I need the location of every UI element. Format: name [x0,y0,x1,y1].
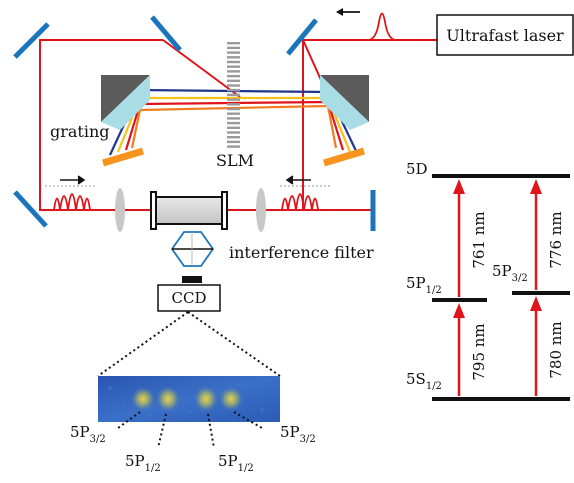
ccd-sensor [182,276,202,283]
grating-left [101,147,145,167]
slm-pixel [227,42,240,45]
slm-label: SLM [216,151,254,170]
prism-right [320,75,369,130]
arrowhead-761 [453,179,465,194]
mirrors [13,15,376,231]
ccd-image-background [98,376,280,422]
transition-label-780: 780 nm [547,321,565,378]
laser-source: Ultrafast laser [436,14,574,56]
arrowhead-795 [453,303,465,318]
slm-pixel [227,103,240,106]
ccd-spot-3 [193,385,219,413]
ccd-spot-1 [130,386,156,412]
grating-label: grating [50,122,110,141]
mirror-top-left [13,22,50,59]
slm-pixel [227,93,240,97]
mirror-top-center-right [286,18,318,56]
grating-right [322,147,366,167]
transition-label-776: 776 nm [547,211,565,268]
transition-label-761: 761 nm [470,211,488,268]
spot-label-2: 5P1/2 [125,452,161,474]
slm-pixel [227,79,240,82]
arrowhead-780 [530,296,542,311]
slm-pixel [227,107,240,111]
beam-to-left-prism [162,39,241,98]
lens-right [256,188,266,232]
prism-left [101,75,150,130]
slm-pixel [227,46,240,50]
ccd-spot-2 [155,385,181,413]
slm-pixel [227,70,240,73]
mirror-bottom-left [13,190,48,228]
filter-label: interference filter [229,243,374,262]
right-grating-ray-orange [326,105,338,149]
slm-device [227,42,240,148]
level-label-5d: 5D [406,160,428,178]
slm-pixel [227,140,240,144]
slm-pixel [227,112,240,115]
gratings [101,147,366,167]
pulse-train-right [276,175,330,211]
spectrum-ray-red [139,100,329,106]
slm-pixel [227,98,240,101]
slm-pixel [227,56,240,59]
spot-label-4: 5P3/2 [280,423,316,445]
slm-pixel [227,60,240,64]
slm-pixel [227,121,240,125]
zoom-lines [97,311,281,377]
slm-pixel [227,117,240,120]
arrowhead-776 [530,179,542,194]
level-label-5p12: 5P1/2 [406,274,442,296]
mirror-top-center-left [150,15,182,52]
pulse-train-left [40,175,98,211]
slm-pixel [227,136,240,139]
imaging-optics [170,231,215,267]
lens-left [115,188,125,232]
lenses [115,188,266,232]
slm-pixel [227,126,240,129]
slm-pixel [227,84,240,87]
slm-pixel [227,51,240,54]
ccd-spot-4 [218,386,244,412]
spot-label-leaders [117,411,263,449]
spot-labels: 5P3/2 5P1/2 5P1/2 5P3/2 [70,423,316,474]
level-label-5s12: 5S1/2 [406,370,442,392]
slm-pixel [227,145,240,148]
ccd-image [98,376,280,422]
ccd-label: CCD [172,289,207,307]
laser-label: Ultrafast laser [446,26,564,45]
vapor-cell [150,191,228,230]
transition-label-795: 795 nm [470,323,488,380]
slm-pixel [227,74,240,78]
slm-pixel [227,131,240,134]
ccd-speckle [108,382,264,417]
slm-pixel [227,65,240,68]
spot-label-3: 5P1/2 [218,452,254,474]
energy-level-diagram: 5D 5P1/2 5P3/2 5S1/2 761 nm 776 nm 795 n… [406,160,570,401]
input-pulse [336,8,412,41]
level-label-5p32: 5P3/2 [492,262,528,284]
beam-input-segment [302,39,437,211]
slm-pixel [227,89,240,92]
ccd-camera [157,284,221,312]
left-grating-ray-orange [130,109,142,149]
beam-left-segment [39,39,163,211]
spot-label-1: 5P3/2 [70,423,106,445]
